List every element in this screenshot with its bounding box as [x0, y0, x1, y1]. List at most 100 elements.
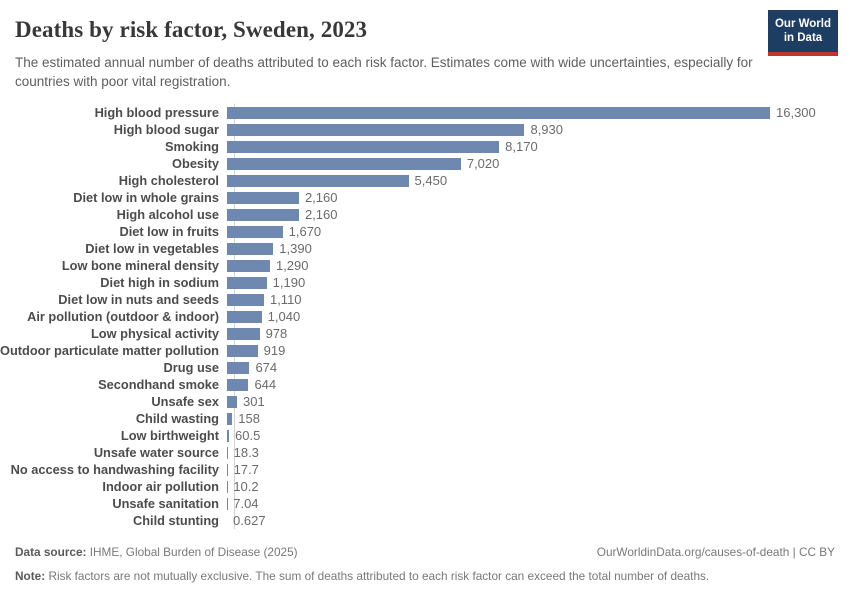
bar-row[interactable]: Obesity 7,020 [0, 155, 850, 172]
bar[interactable] [227, 361, 250, 374]
value-label: 5,450 [414, 173, 448, 188]
category-label: Child wasting [135, 411, 219, 426]
value-label: 1,040 [267, 309, 301, 324]
category-label: Drug use [163, 360, 219, 375]
owid-logo: Our World in Data [768, 10, 838, 56]
category-label: Secondhand smoke [98, 377, 219, 392]
value-label: 644 [254, 377, 277, 392]
bar-row[interactable]: Unsafe sanitation 7.04 [0, 495, 850, 512]
category-label: Low birthweight [120, 428, 219, 443]
bar-row[interactable]: No access to handwashing facility 17.7 [0, 461, 850, 478]
bar[interactable] [227, 208, 299, 221]
owid-logo-line1: Our World [774, 18, 831, 30]
bar-row[interactable]: Secondhand smoke 644 [0, 376, 850, 393]
bar[interactable] [227, 157, 461, 170]
bar-row[interactable]: Diet low in whole grains 2,160 [0, 189, 850, 206]
category-label: Outdoor particulate matter pollution [0, 343, 219, 358]
bar[interactable] [227, 412, 233, 425]
bar[interactable] [227, 310, 262, 323]
bar[interactable] [227, 123, 525, 136]
bar-row[interactable]: Unsafe water source 18.3 [0, 444, 850, 461]
bar-row[interactable]: Unsafe sex 301 [0, 393, 850, 410]
category-label: Obesity [172, 156, 219, 171]
bar-row[interactable]: Child wasting 158 [0, 410, 850, 427]
value-label: 1,110 [269, 292, 302, 307]
data-source-label: Data source: [15, 545, 87, 559]
value-label: 2,160 [304, 207, 338, 222]
bar-row[interactable]: Air pollution (outdoor & indoor) 1,040 [0, 308, 850, 325]
category-label: High blood pressure [94, 105, 219, 120]
category-label: Diet high in sodium [100, 275, 219, 290]
bar-row[interactable]: Diet low in nuts and seeds 1,110 [0, 291, 850, 308]
value-label: 2,160 [304, 190, 338, 205]
bar[interactable] [227, 446, 228, 459]
bar[interactable] [227, 293, 264, 306]
chart-footer: Data source: IHME, Global Burden of Dise… [15, 544, 835, 585]
page-title: Deaths by risk factor, Sweden, 2023 [15, 17, 368, 42]
category-label: High blood sugar [113, 122, 219, 137]
bar[interactable] [227, 242, 274, 255]
bar-row[interactable]: Smoking 8,170 [0, 138, 850, 155]
data-source-text: IHME, Global Burden of Disease (2025) [89, 545, 298, 559]
data-source-line: Data source: IHME, Global Burden of Dise… [15, 544, 298, 562]
bar[interactable] [227, 395, 238, 408]
bar-row[interactable]: High blood pressure 16,300 [0, 104, 850, 121]
bar-row[interactable]: Low physical activity 978 [0, 325, 850, 342]
bar-row[interactable]: Drug use 674 [0, 359, 850, 376]
bar-rows: High blood pressure 16,300 High blood suga… [0, 104, 850, 529]
category-label: Smoking [164, 139, 219, 154]
bar[interactable] [227, 327, 260, 340]
category-label: Low bone mineral density [61, 258, 219, 273]
value-label: 60.5 [235, 428, 261, 443]
value-label: 674 [255, 360, 278, 375]
bar-row[interactable]: Child stunting 0.627 [0, 512, 850, 529]
bar[interactable] [227, 191, 299, 204]
note-text: Risk factors are not mutually exclusive.… [48, 568, 710, 583]
value-label: 919 [263, 343, 286, 358]
category-label: Indoor air pollution [102, 479, 219, 494]
category-label: No access to handwashing facility [10, 462, 219, 477]
bar-row[interactable]: Diet high in sodium 1,190 [0, 274, 850, 291]
value-label: 7,020 [466, 156, 500, 171]
bar[interactable] [227, 276, 267, 289]
value-label: 16,300 [776, 105, 816, 120]
owid-logo-line2: in Data [783, 32, 823, 45]
bar-row[interactable]: Low bone mineral density 1,290 [0, 257, 850, 274]
category-label: Unsafe sanitation [112, 496, 219, 511]
bar-row[interactable]: Diet low in fruits 1,670 [0, 223, 850, 240]
bar[interactable] [227, 140, 500, 153]
value-label: 8,930 [530, 122, 564, 137]
value-label: 7.04 [233, 496, 259, 511]
bar-row[interactable]: Diet low in vegetables 1,390 [0, 240, 850, 257]
bar[interactable] [227, 225, 283, 238]
category-label: Air pollution (outdoor & indoor) [27, 309, 219, 324]
value-label: 17.7 [233, 462, 259, 477]
value-label: 158 [238, 411, 260, 426]
bar[interactable] [227, 106, 770, 119]
bar[interactable] [227, 174, 409, 187]
bar-row[interactable]: High blood sugar 8,930 [0, 121, 850, 138]
bar-row[interactable]: Low birthweight 60.5 [0, 427, 850, 444]
bar[interactable] [227, 378, 249, 391]
note-line: Note: Risk factors are not mutually excl… [15, 568, 835, 586]
bar-row[interactable]: High alcohol use 2,160 [0, 206, 850, 223]
bar-row[interactable]: Outdoor particulate matter pollution 919 [0, 342, 850, 359]
bar-row[interactable]: High cholesterol 5,450 [0, 172, 850, 189]
bar[interactable] [227, 259, 270, 272]
attribution-link[interactable]: OurWorldinData.org/causes-of-death | CC … [596, 545, 835, 559]
category-label: Diet low in fruits [119, 224, 219, 239]
value-label: 1,290 [275, 258, 309, 273]
value-label: 301 [243, 394, 265, 409]
bar-chart: High blood pressure 16,300 High blood suga… [0, 104, 850, 529]
bar[interactable] [227, 429, 229, 442]
bar[interactable] [227, 344, 258, 357]
value-label: 18.3 [233, 445, 259, 460]
chart-subtitle: The estimated annual number of deaths at… [15, 55, 753, 90]
category-label: Diet low in nuts and seeds [58, 292, 219, 307]
value-label: 978 [265, 326, 288, 341]
category-label: Child stunting [132, 513, 219, 528]
bar-row[interactable]: Indoor air pollution 10.2 [0, 478, 850, 495]
category-label: Unsafe water source [93, 445, 219, 460]
bar[interactable] [227, 463, 228, 476]
